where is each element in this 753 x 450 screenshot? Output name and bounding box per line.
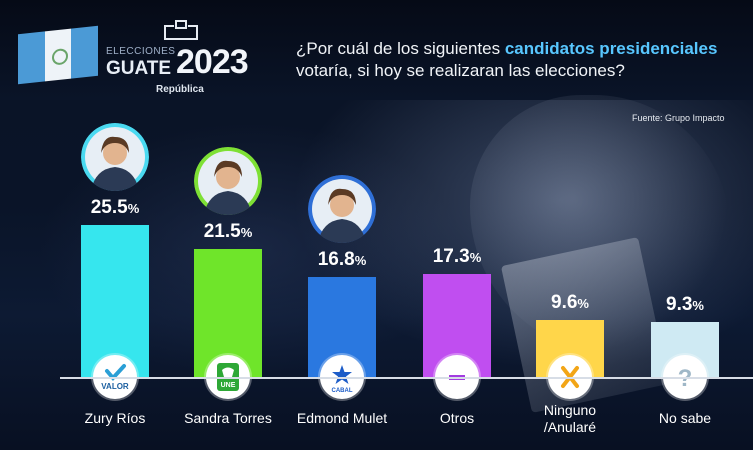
background-hand: [470, 95, 730, 355]
svg-text:CABAL: CABAL: [332, 388, 353, 394]
value-unit: %: [577, 295, 589, 311]
logo-sub: República: [156, 84, 204, 95]
category-label-line1: Ninguno: [543, 402, 597, 418]
svg-text:UNE: UNE: [221, 382, 236, 389]
category-label: Edmond Mulet: [296, 410, 388, 426]
logo-year: 2023: [176, 43, 249, 81]
value-label: 9.6%: [515, 292, 625, 314]
survey-question: ¿Por cuál de los siguientes candidatos p…: [296, 38, 751, 82]
guatemala-flag-icon: [18, 25, 99, 85]
value-number: 17.3: [432, 246, 470, 268]
question-part2: votaría, si hoy se realizaran las elecci…: [296, 61, 625, 80]
value-number: 25.5: [90, 197, 128, 219]
value-unit: %: [354, 253, 367, 269]
value-number: 16.8: [317, 249, 355, 271]
value-unit: %: [240, 225, 253, 241]
logo-line2: GUATE: [106, 58, 172, 79]
ballot-box-icon: [164, 20, 198, 40]
value-unit: %: [127, 201, 140, 217]
value-unit: %: [692, 297, 704, 313]
source-note: Fuente: Grupo Impacto: [632, 113, 725, 123]
chart-baseline: [60, 377, 753, 379]
value-label: 25.5%: [60, 197, 170, 219]
elecciones-logo: ELECCIONES GUATE 2023 República: [106, 18, 276, 98]
category-label: Otros: [439, 410, 475, 426]
candidate-photo: [194, 147, 262, 216]
category-label: Zury Ríos: [84, 410, 146, 426]
value-unit: %: [469, 250, 482, 266]
value-label: 21.5%: [173, 221, 283, 243]
category-label: Ninguno/Anularé: [510, 402, 630, 436]
category-label: No sabe: [658, 410, 712, 426]
header-band: [0, 0, 753, 100]
bar: [81, 225, 149, 377]
logo-line1: ELECCIONES: [106, 46, 176, 57]
value-number: 21.5: [203, 221, 241, 243]
candidate-photo: [81, 123, 149, 192]
svg-text:VALOR: VALOR: [101, 382, 129, 391]
value-label: 9.3%: [630, 294, 740, 316]
value-label: 17.3%: [402, 246, 512, 268]
question-highlight: candidatos presidenciales: [504, 39, 718, 58]
candidate-photo: [308, 175, 376, 244]
value-number: 9.6: [551, 291, 578, 313]
value-number: 9.3: [666, 293, 693, 315]
value-label: 16.8%: [287, 249, 397, 271]
category-label: Sandra Torres: [184, 410, 272, 426]
category-label-line2: /Anularé: [543, 419, 597, 435]
question-part1: ¿Por cuál de los siguientes: [296, 39, 505, 58]
